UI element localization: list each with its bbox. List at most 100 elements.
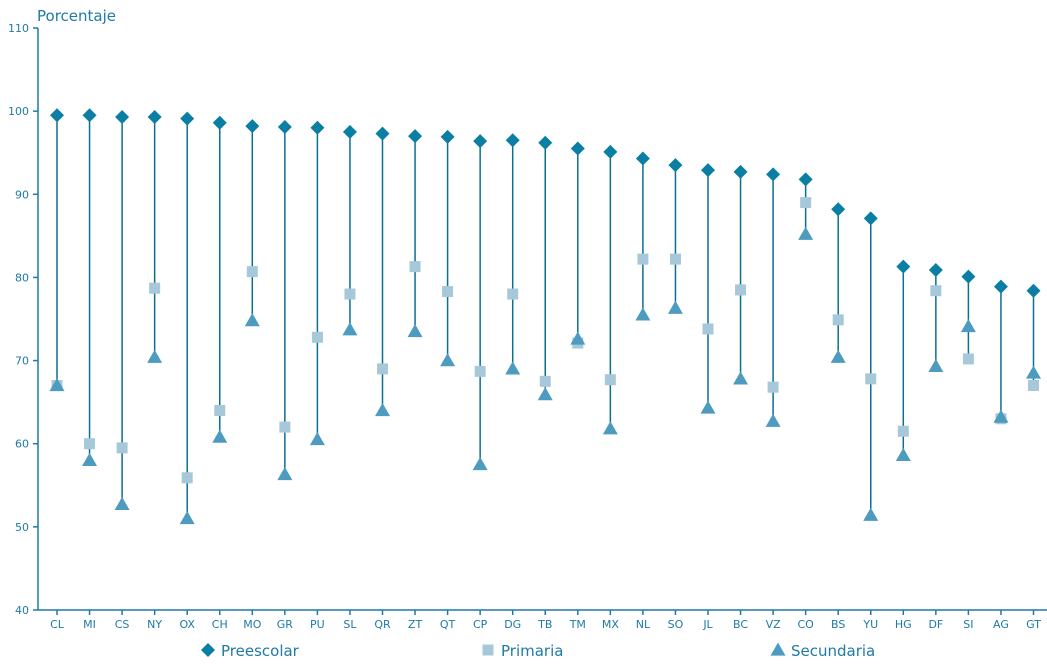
- x-tick-label: BS: [831, 618, 845, 631]
- diamond-point-mo: [245, 119, 259, 133]
- square-point-sl: [344, 289, 355, 300]
- triangle-point-dg: [505, 361, 520, 374]
- x-tick-label: YU: [862, 618, 878, 631]
- x-tick-label: MX: [602, 618, 619, 631]
- x-tick-label: CO: [797, 618, 814, 631]
- diamond-point-gt: [1027, 284, 1041, 298]
- square-point-co: [800, 197, 811, 208]
- square-point-mx: [605, 374, 616, 385]
- square-point-cs: [117, 442, 128, 453]
- square-point-si: [963, 353, 974, 364]
- x-tick-label: NL: [636, 618, 651, 631]
- triangle-point-yu: [863, 508, 878, 521]
- x-tick-label: CH: [212, 618, 228, 631]
- diamond-point-tb: [538, 136, 552, 150]
- diamond-point-hg: [896, 260, 910, 274]
- triangle-point-cs: [115, 497, 130, 510]
- diamond-point-bs: [831, 202, 845, 216]
- x-tick-label: CP: [473, 618, 488, 631]
- diamond-point-ox: [180, 112, 194, 126]
- legend-label-preescolar: Preescolar: [221, 642, 300, 660]
- diamond-point-nl: [636, 152, 650, 166]
- markers: [50, 108, 1047, 524]
- x-tick-label: TM: [569, 618, 586, 631]
- triangle-point-ox: [180, 511, 195, 524]
- diamond-point-zt: [408, 129, 422, 143]
- square-point-zt: [410, 261, 421, 272]
- y-tick-label: 60: [15, 438, 29, 451]
- legend-label-primaria: Primaria: [501, 642, 563, 660]
- triangle-point-ch: [212, 430, 227, 443]
- triangle-point-ny: [147, 350, 162, 363]
- triangle-point-pu: [310, 432, 325, 445]
- triangle-point-mi: [82, 453, 97, 466]
- y-tick-label: 100: [8, 105, 29, 118]
- square-point-ch: [214, 405, 225, 416]
- square-point-pu: [312, 332, 323, 343]
- legend-square-icon: [483, 645, 494, 656]
- triangle-point-bc: [733, 371, 748, 384]
- diamond-point-ny: [148, 110, 162, 124]
- x-tick-label: CS: [115, 618, 130, 631]
- diamond-point-jl: [701, 163, 715, 177]
- x-tick-label: QR: [374, 618, 391, 631]
- triangle-point-df: [928, 359, 943, 372]
- legend-diamond-icon: [201, 643, 215, 657]
- square-point-dg: [507, 289, 518, 300]
- diamond-point-bc: [734, 165, 748, 179]
- diamond-point-qr: [376, 127, 390, 141]
- x-tick-label: BC: [733, 618, 748, 631]
- triangle-point-gr: [277, 467, 292, 480]
- triangle-point-mx: [603, 421, 618, 434]
- square-point-hg: [898, 426, 909, 437]
- x-tick-label: MI: [83, 618, 96, 631]
- triangle-point-mo: [245, 313, 260, 326]
- x-tick-label: QT: [440, 618, 456, 631]
- triangle-point-qr: [375, 403, 390, 416]
- legend-label-secundaria: Secundaria: [791, 642, 875, 660]
- triangle-point-co: [798, 227, 813, 240]
- square-point-nl: [637, 254, 648, 265]
- diamond-point-df: [929, 263, 943, 277]
- triangle-point-tb: [538, 387, 553, 400]
- diamond-point-mi: [83, 108, 97, 122]
- diamond-point-dg: [506, 133, 520, 147]
- diamond-point-cl: [50, 108, 64, 122]
- y-tick-label: 80: [15, 271, 29, 284]
- triangle-point-vz: [766, 414, 781, 427]
- triangle-point-sl: [342, 322, 357, 335]
- triangle-point-si: [961, 319, 976, 332]
- x-tick-label: HG: [895, 618, 912, 631]
- y-tick-label: 90: [15, 188, 29, 201]
- y-tick-label: 50: [15, 521, 29, 534]
- diamond-point-yu: [864, 211, 878, 225]
- x-tick-label: VZ: [766, 618, 782, 631]
- diamond-point-si: [961, 270, 975, 284]
- triangle-point-cp: [473, 457, 488, 470]
- triangle-point-bs: [831, 350, 846, 363]
- diamond-point-gr: [278, 120, 292, 134]
- x-tick-label: GR: [277, 618, 294, 631]
- x-tick-label: ZT: [408, 618, 423, 631]
- x-tick-label: SL: [343, 618, 357, 631]
- square-point-vz: [768, 382, 779, 393]
- legend-triangle-icon: [771, 643, 786, 656]
- square-point-ox: [182, 472, 193, 483]
- square-point-so: [670, 254, 681, 265]
- x-tick-label: NY: [147, 618, 162, 631]
- y-axis-label: Porcentaje: [37, 7, 116, 25]
- diamond-point-vz: [766, 167, 780, 181]
- x-tick-label: AG: [993, 618, 1009, 631]
- diamond-point-mx: [603, 145, 617, 159]
- x-tick-label: SO: [668, 618, 684, 631]
- diamond-point-sl: [343, 125, 357, 139]
- square-point-bs: [833, 314, 844, 325]
- triangle-point-zt: [408, 324, 423, 337]
- x-tick-label: TB: [537, 618, 552, 631]
- square-point-tb: [540, 376, 551, 387]
- x-tick-label: SI: [963, 618, 973, 631]
- diamond-point-co: [799, 172, 813, 186]
- diamond-point-tm: [571, 142, 585, 156]
- triangle-point-so: [668, 301, 683, 314]
